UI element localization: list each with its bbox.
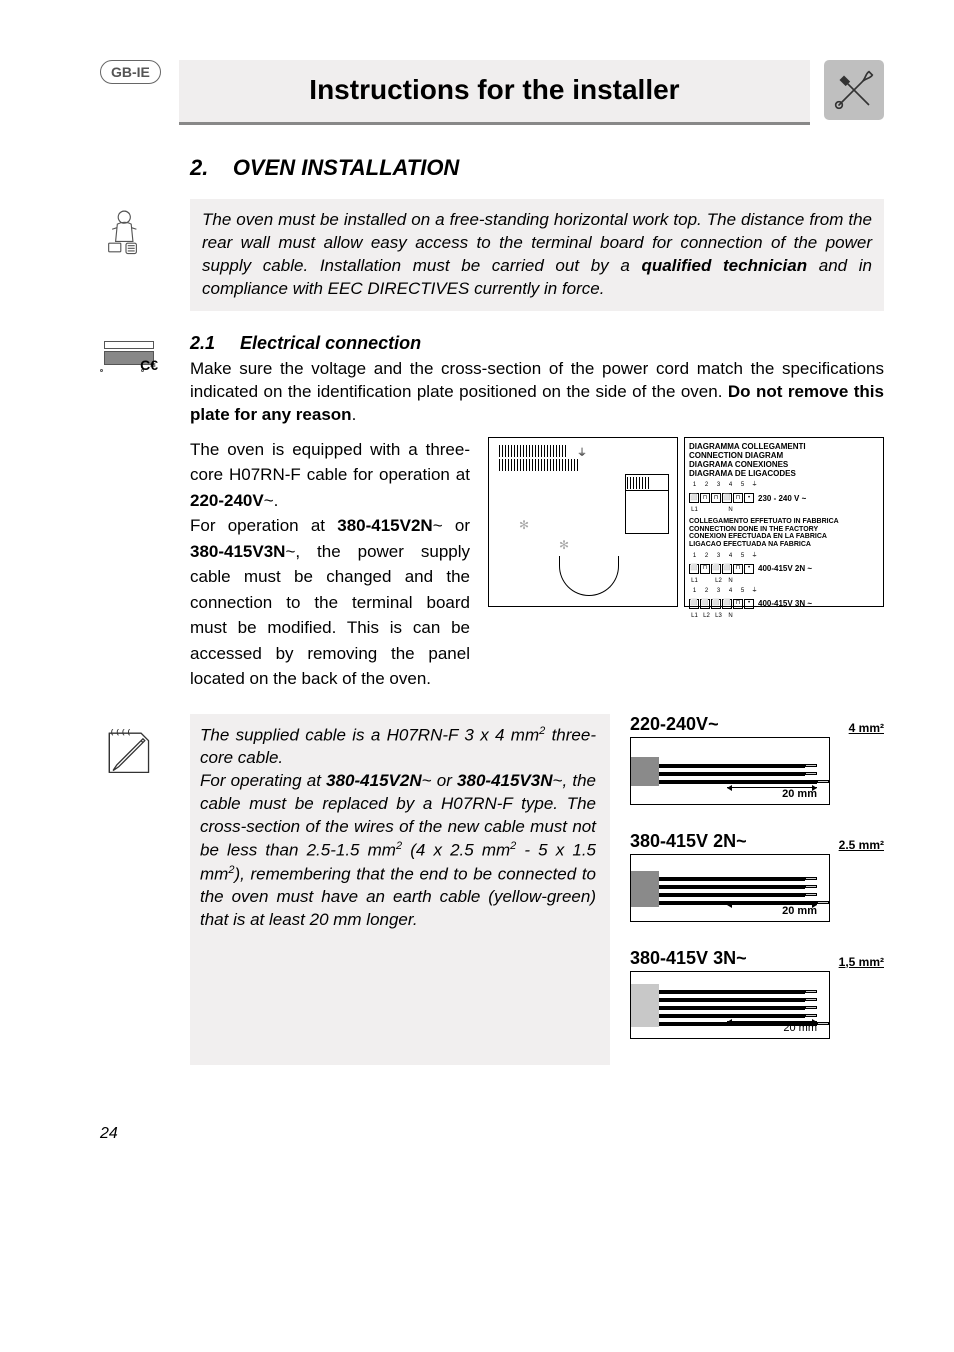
oven-back-panel-icon: ⏚ ✻ ✻ — [488, 437, 678, 607]
cable-cross-section-label: 4 mm² — [849, 721, 884, 735]
terminal-diagram: ⏚ ✻ ✻ DIAGRAMMA COLLEGAMENTI CONNECTION … — [488, 437, 884, 692]
cn-p2-post4: ), remembering that the end to be connec… — [200, 864, 596, 929]
subsection-title: Electrical connection — [240, 333, 421, 353]
cn-p2-mid: or — [432, 771, 458, 790]
intro-callout: The oven must be installed on a free-sta… — [100, 199, 884, 311]
cable-diagram-title: 380-415V 3N~ 1,5 mm² — [630, 948, 884, 969]
spec-post: . — [352, 405, 357, 424]
conn-head-4: DIAGRAMA DE LIGACODES — [689, 469, 879, 478]
cable-length-label: 20 mm — [782, 788, 817, 800]
cable-length-label: 20 mm — [783, 1022, 817, 1034]
eq-l2-post: , the power supply cable must be changed… — [190, 542, 470, 689]
eq-l2-b2: 380-415V3N — [190, 542, 285, 561]
intro-bold: qualified technician — [641, 256, 807, 275]
cn-p1-pre: The supplied cable is a H07RN-F 3 x 4 mm — [200, 725, 539, 744]
connection-diagram-label: DIAGRAMMA COLLEGAMENTI CONNECTION DIAGRA… — [684, 437, 884, 607]
conn-head-3: DIAGRAMA CONEXIONES — [689, 460, 879, 469]
equipment-text: The oven is equipped with a three-core H… — [190, 437, 470, 692]
page-number: 24 — [100, 1125, 884, 1143]
subsection-heading: 2.1 Electrical connection — [190, 333, 884, 354]
cn-p2-b2: 380-415V3N — [457, 771, 552, 790]
eq-tilde3: ~ — [285, 542, 295, 561]
cable-section: The supplied cable is a H07RN-F 3 x 4 mm… — [100, 714, 884, 1065]
cn-p2-b1: 380-415V2N — [326, 771, 421, 790]
cable-diagram-1: 380-415V 2N~ 2.5 mm² 20 mm — [630, 831, 884, 922]
rating-plate-icon: C€ — [100, 333, 190, 427]
cn-p2-post2: (4 x 2.5 mm — [402, 841, 510, 860]
cable-cross-section-label: 1,5 mm² — [839, 955, 884, 969]
conn-row-2: ⬜⊓⬜⬜⊓• 400-415V 2N ~ — [689, 564, 879, 574]
notepad-pencil-icon — [100, 714, 190, 1065]
equipment-row: The oven is equipped with a three-core H… — [100, 437, 884, 692]
cable-drawing: 20 mm — [630, 737, 830, 805]
conn-row-1: ⬜⊓⊓⬜⊓• 230 - 240 V ~ — [689, 493, 879, 503]
wrench-screwdriver-icon — [824, 60, 884, 120]
section-number: 2. — [190, 155, 208, 180]
cable-diagrams: 220-240V~ 4 mm² 20 mm 380-415V 2N~ 2.5 mm² 20… — [630, 714, 884, 1065]
subsection-row: C€ 2.1 Electrical connection Make sure t… — [100, 333, 884, 427]
conn-row-3: ⬜⬜⬜⬜⊓• 400-415V 3N ~ — [689, 599, 879, 609]
section-title: OVEN INSTALLATION — [233, 155, 460, 180]
eq-or: or — [443, 516, 470, 535]
subsection-number: 2.1 — [190, 333, 215, 353]
cable-voltage-label: 380-415V 3N~ — [630, 948, 747, 969]
page-title: Instructions for the installer — [179, 60, 810, 125]
page-header: GB-IE Instructions for the installer — [100, 60, 884, 125]
conn-head-1: DIAGRAMMA COLLEGAMENTI — [689, 442, 879, 451]
installer-icon — [100, 199, 190, 311]
cable-length-label: 20 mm — [782, 905, 817, 917]
conn-head-2: CONNECTION DIAGRAM — [689, 451, 879, 460]
eq-tilde2: ~ — [433, 516, 443, 535]
region-badge: GB-IE — [100, 60, 161, 84]
cable-diagram-title: 220-240V~ 4 mm² — [630, 714, 884, 735]
eq-l1-pre: The oven is equipped with a three-core H… — [190, 440, 470, 485]
eq-dot1: . — [274, 491, 279, 510]
conn-note-3: CONEXION EFECTUADA EN LA FABRICA — [689, 533, 879, 541]
cable-voltage-label: 220-240V~ — [630, 714, 719, 735]
cable-diagram-title: 380-415V 2N~ 2.5 mm² — [630, 831, 884, 852]
cable-diagram-0: 220-240V~ 4 mm² 20 mm — [630, 714, 884, 805]
section-heading: 2. OVEN INSTALLATION — [190, 155, 884, 181]
cable-drawing: 20 mm — [630, 971, 830, 1039]
cn-p2-pre: For operating at — [200, 771, 326, 790]
eq-l2-pre: For operation at — [190, 516, 337, 535]
cable-drawing: 20 mm — [630, 854, 830, 922]
cable-cross-section-label: 2.5 mm² — [839, 838, 884, 852]
cable-voltage-label: 380-415V 2N~ — [630, 831, 747, 852]
conn-note-2: CONNECTION DONE IN THE FACTORY — [689, 526, 879, 534]
cable-note-text: The supplied cable is a H07RN-F 3 x 4 mm… — [190, 714, 610, 1065]
conn-note-1: COLLEGAMENTO EFFETUATO IN FABBRICA — [689, 518, 879, 526]
intro-text: The oven must be installed on a free-sta… — [190, 199, 884, 311]
eq-tilde1: ~ — [264, 491, 274, 510]
cable-diagram-2: 380-415V 3N~ 1,5 mm² 20 mm — [630, 948, 884, 1039]
conn-note-4: LIGACAO EFECTUADA NA FABRICA — [689, 541, 879, 549]
spec-paragraph: Make sure the voltage and the cross-sect… — [190, 358, 884, 427]
eq-l2-b1: 380-415V2N — [337, 516, 432, 535]
eq-l1-bold: 220-240V — [190, 491, 264, 510]
